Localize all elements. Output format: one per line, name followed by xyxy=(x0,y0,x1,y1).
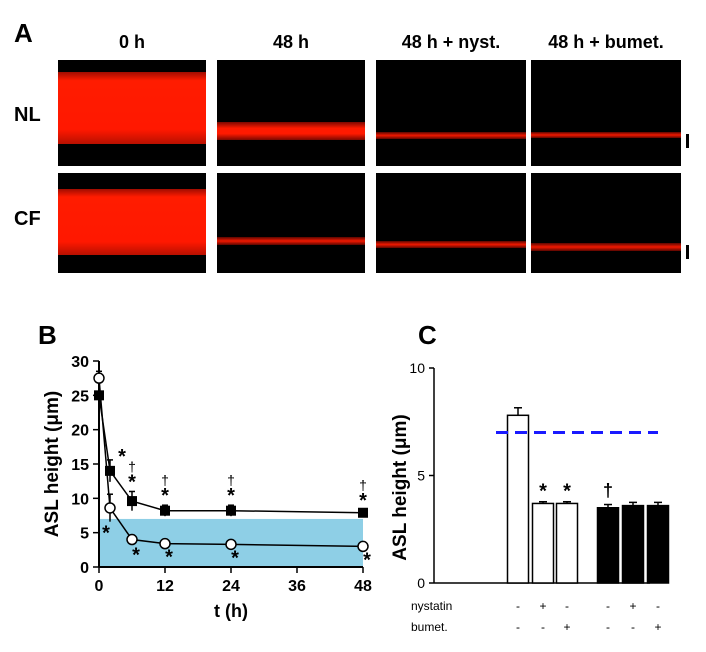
significance-star: * xyxy=(231,547,239,569)
x-axis-label: t (h) xyxy=(214,601,248,621)
data-point-square xyxy=(226,505,236,516)
panel-b-letter: B xyxy=(38,320,57,350)
time-course-chart: 0 5 10 15 20 25 30 0 12 24 36 48 t (h) ASL height (μm… xyxy=(42,354,372,621)
column-label-48h-bumetanide: 48 h + bumet. xyxy=(548,32,664,52)
micrograph-nl-48h xyxy=(217,60,365,166)
series-line xyxy=(98,378,364,548)
micrograph-cf-0h xyxy=(58,173,206,273)
micrograph-nl-0h xyxy=(58,60,206,166)
y-tick-label: 0 xyxy=(417,575,425,591)
nystatin-sign: - xyxy=(656,599,660,613)
panel-c-letter: C xyxy=(418,320,437,350)
significance-star: * xyxy=(102,523,110,545)
data-point-circle xyxy=(104,502,116,514)
dagger-marker: † xyxy=(603,481,613,501)
bumetanide-sign: - xyxy=(541,620,545,634)
data-point-circle xyxy=(357,540,369,553)
y-tick-label: 5 xyxy=(417,468,425,484)
column-label-0h: 0 h xyxy=(118,32,145,52)
y-tick-label: 30 xyxy=(71,354,89,371)
significance-star: * xyxy=(227,485,235,507)
y-axis-label: ASL height (μm) xyxy=(390,414,411,560)
row-label-nystatin: nystatin xyxy=(411,599,452,613)
data-point-square xyxy=(127,496,137,507)
dagger-marker: † xyxy=(161,472,169,488)
data-point-square xyxy=(94,390,104,401)
bar-open xyxy=(531,502,555,584)
y-tick-label: 10 xyxy=(409,360,425,376)
bar-open xyxy=(506,414,530,584)
significance-star: * xyxy=(363,549,371,571)
micrograph-cf-48h-nystatin xyxy=(376,173,526,273)
data-point-circle xyxy=(225,538,237,551)
data-point-square xyxy=(160,505,170,516)
bumetanide-sign: - xyxy=(631,620,635,634)
significance-star: * xyxy=(165,547,173,569)
micrograph-cf-48h xyxy=(217,173,365,273)
y-tick-label: 20 xyxy=(71,423,89,440)
bumetanide-sign: + xyxy=(654,620,661,634)
y-tick-label: 10 xyxy=(71,491,89,508)
x-tick-label: 0 xyxy=(95,578,104,595)
y-tick-label: 0 xyxy=(80,560,89,577)
y-tick-label: 15 xyxy=(71,457,89,474)
dagger-marker: † xyxy=(359,477,367,493)
nystatin-sign: + xyxy=(629,599,636,613)
dagger-marker: † xyxy=(128,458,136,474)
data-point-square xyxy=(105,465,115,476)
micrograph-nl-48h-nystatin xyxy=(376,60,526,166)
dagger-marker: † xyxy=(227,472,235,488)
micrograph-nl-48h-bumetanide xyxy=(531,60,681,166)
data-point-square xyxy=(358,507,368,518)
x-tick-label: 48 xyxy=(354,578,372,595)
column-label-48h: 48 h xyxy=(272,32,310,52)
significance-star: * xyxy=(161,485,169,507)
significance-star: * xyxy=(359,490,367,512)
nystatin-sign: + xyxy=(539,599,546,613)
nystatin-sign: - xyxy=(516,599,520,613)
bar-open xyxy=(555,502,579,584)
series-line xyxy=(98,395,364,514)
data-point-circle xyxy=(126,533,138,546)
bar-filled xyxy=(621,504,645,584)
treatment-bar-chart: 0 5 10 ASL height (μm) * * † nystatin bumet. - + - -… xyxy=(390,360,670,634)
nystatin-sign: - xyxy=(606,599,610,613)
bar-filled xyxy=(596,507,620,584)
bumetanide-sign: + xyxy=(563,620,570,634)
bumetanide-sign: - xyxy=(606,620,610,634)
row-label-nl: NL xyxy=(14,104,41,126)
nystatin-sign: - xyxy=(565,599,569,613)
significance-star: * xyxy=(118,446,126,468)
y-axis-label: ASL height (μm) xyxy=(42,391,63,537)
significance-star: * xyxy=(563,481,571,503)
bumetanide-sign: - xyxy=(516,620,520,634)
significance-star: * xyxy=(539,481,547,503)
scale-bar-nl xyxy=(686,134,689,148)
x-tick-label: 12 xyxy=(156,578,174,595)
panel-a-letter: A xyxy=(14,18,33,48)
y-tick-label: 25 xyxy=(71,388,89,405)
significance-star: * xyxy=(132,545,140,567)
scale-bar-cf xyxy=(686,245,689,259)
significance-star: * xyxy=(128,471,136,493)
y-tick-label: 5 xyxy=(80,526,89,543)
column-label-48h-nystatin: 48 h + nyst. xyxy=(401,32,501,52)
row-label-bumetanide: bumet. xyxy=(411,620,448,634)
x-tick-label: 36 xyxy=(288,578,306,595)
data-point-circle xyxy=(93,372,105,384)
micrograph-cf-48h-bumetanide xyxy=(531,173,681,273)
row-label-cf: CF xyxy=(14,208,41,230)
x-tick-label: 24 xyxy=(222,578,240,595)
data-point-circle xyxy=(159,537,171,550)
bar-filled xyxy=(646,504,670,584)
